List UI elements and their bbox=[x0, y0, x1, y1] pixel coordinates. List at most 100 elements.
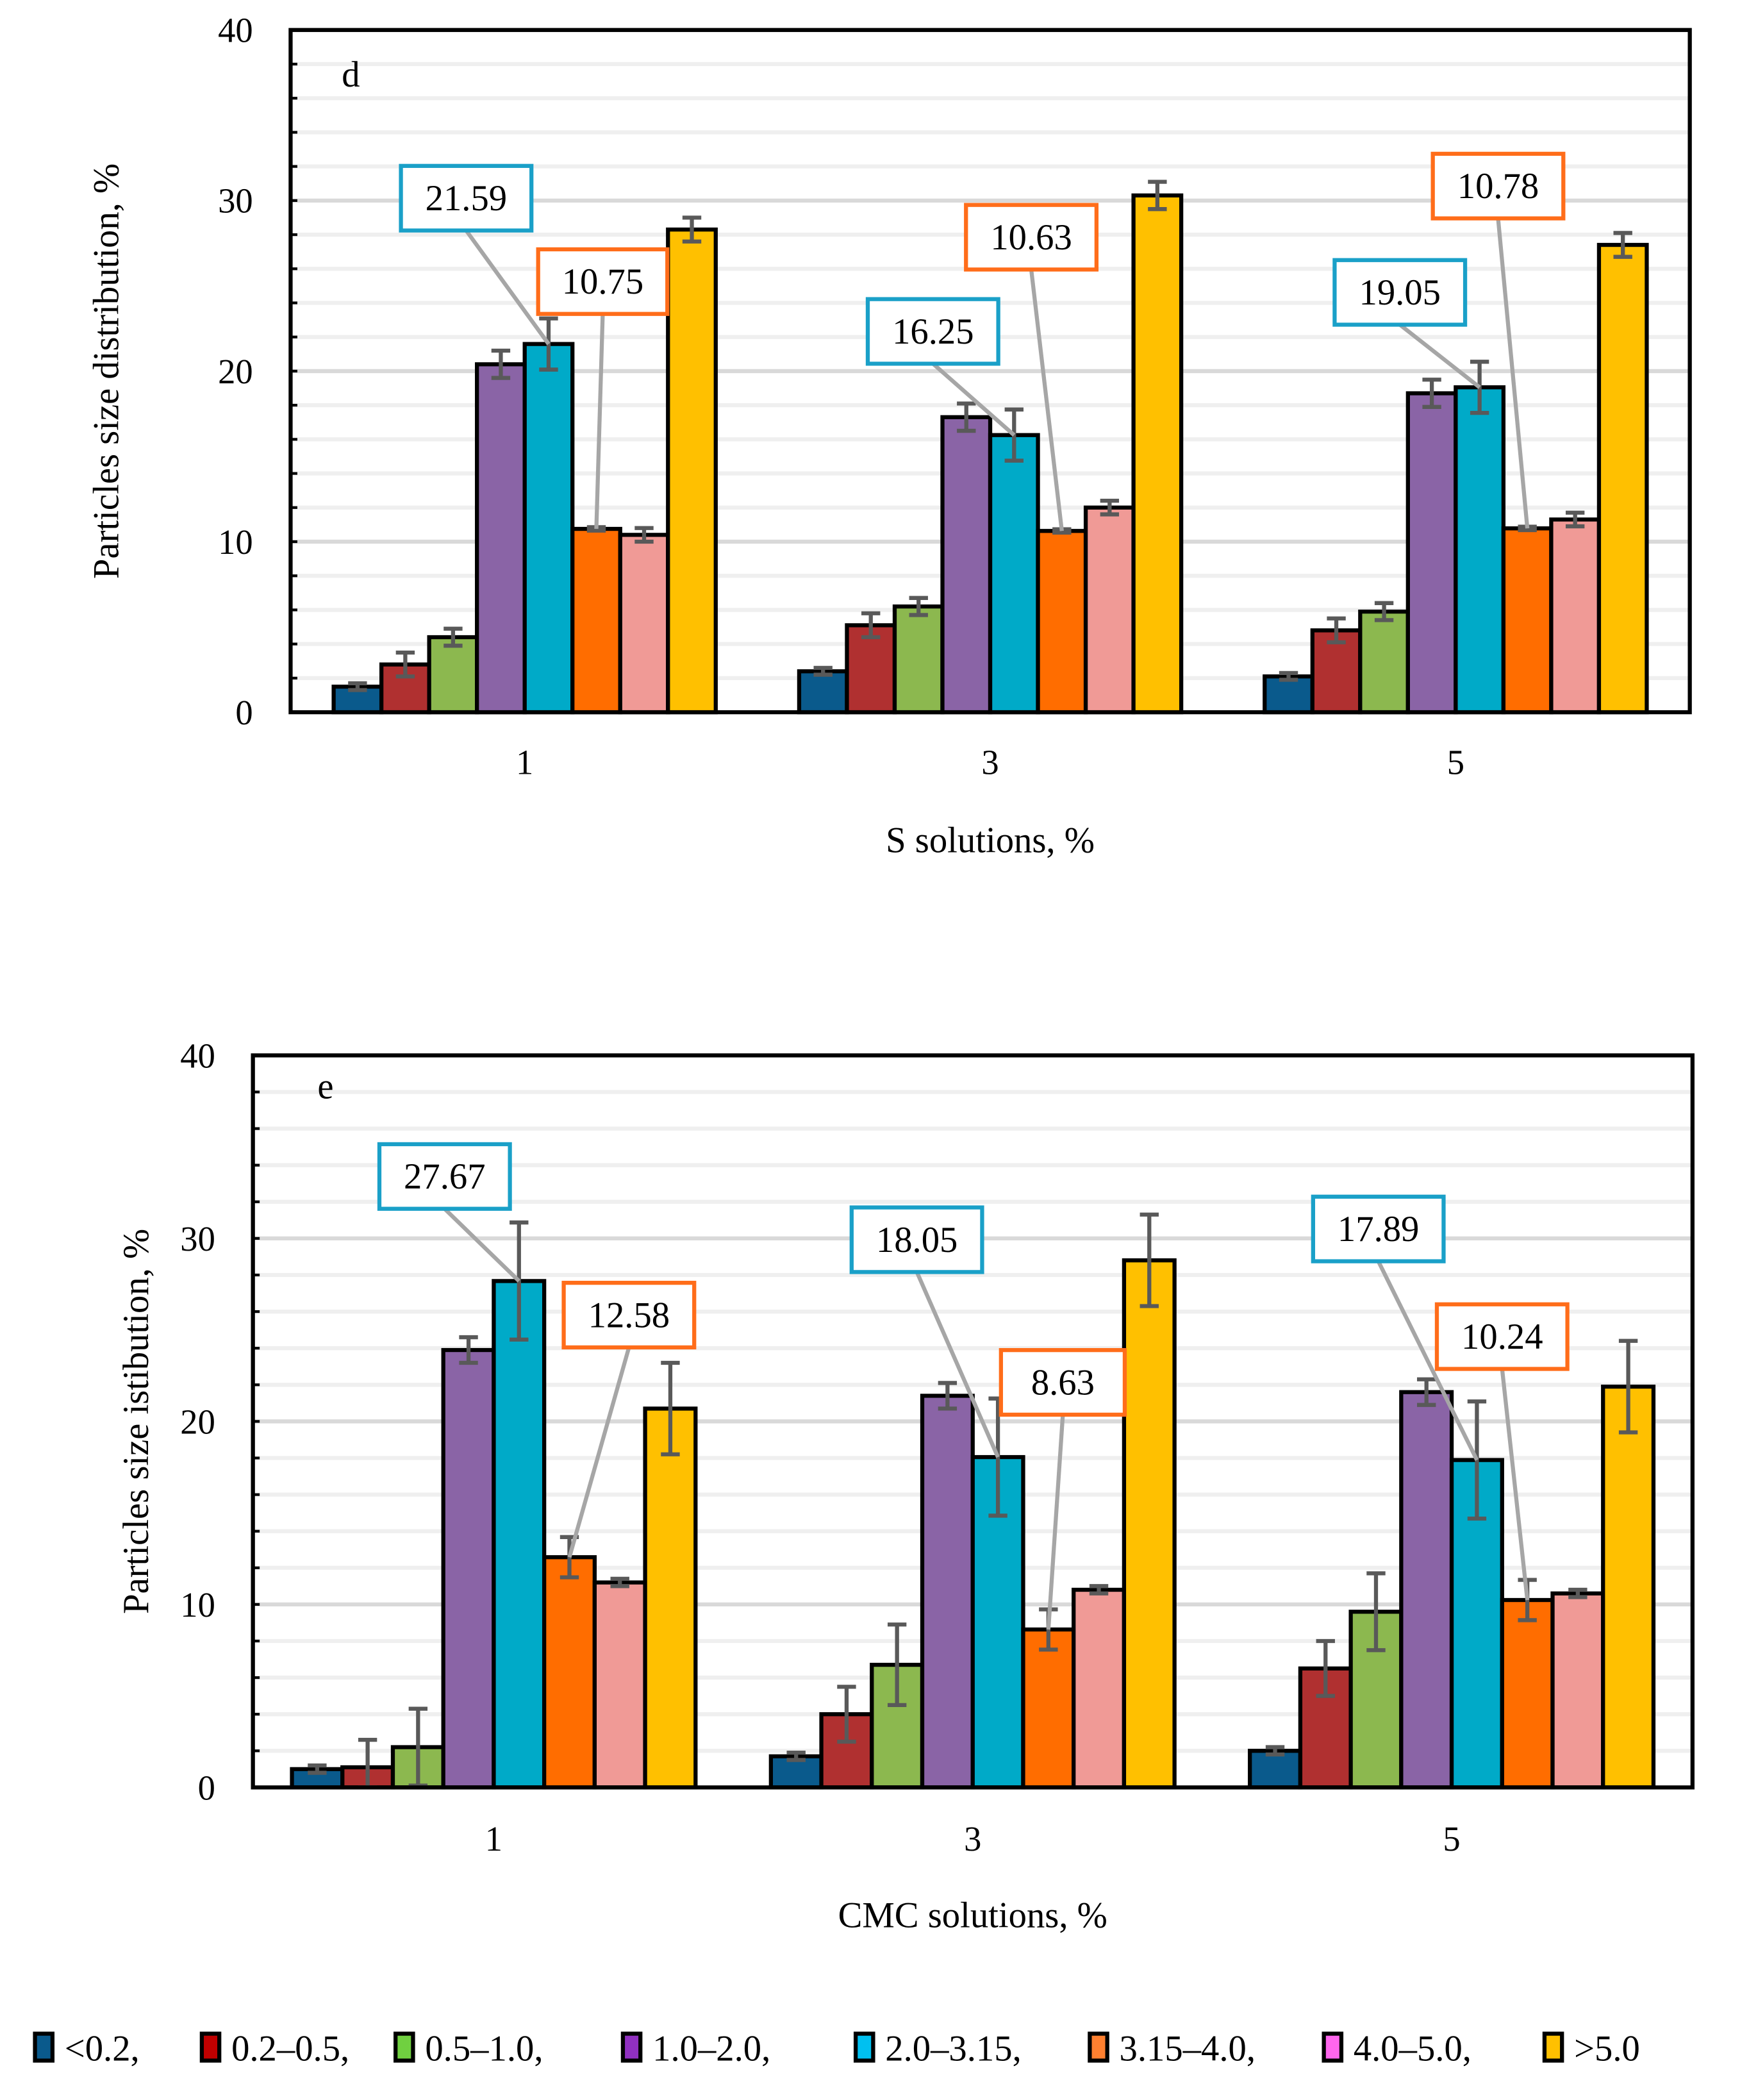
data-label: 16.25 bbox=[892, 312, 974, 352]
x-tick-label: 3 bbox=[981, 743, 999, 782]
callout-leader-line bbox=[1046, 1414, 1065, 1630]
y-tick-label: 20 bbox=[218, 352, 253, 391]
plot-frame bbox=[251, 1053, 1695, 1790]
bar bbox=[1122, 1258, 1177, 1790]
y-tick-label: 20 bbox=[180, 1402, 215, 1441]
data-label: 10.75 bbox=[562, 262, 643, 302]
legend-label: 1.0–2.0, bbox=[652, 2029, 770, 2069]
plot-frame bbox=[288, 28, 1692, 715]
callout-box bbox=[849, 1205, 984, 1274]
bar bbox=[1072, 1587, 1127, 1790]
y-tick-label: 30 bbox=[180, 1219, 215, 1258]
data-label: 21.59 bbox=[426, 179, 507, 219]
bar bbox=[1601, 1384, 1656, 1790]
legend-swatch bbox=[1088, 2031, 1109, 2063]
legend-label: 3.15–4.0, bbox=[1120, 2029, 1256, 2069]
chart-panel-e: 0 10 20 30 40 1 3 5 27.67 12.58 18.05 8.63 17.89 10.2… bbox=[117, 1036, 1695, 1936]
legend-swatch bbox=[199, 2031, 222, 2063]
bar bbox=[618, 533, 670, 715]
data-label: 18.05 bbox=[876, 1221, 957, 1260]
legend-swatch bbox=[394, 2031, 415, 2063]
bar bbox=[427, 635, 479, 715]
bar bbox=[1454, 385, 1506, 715]
bar bbox=[940, 415, 993, 715]
legend-label: 0.2–0.5, bbox=[231, 2029, 349, 2069]
x-tick-label: 5 bbox=[1447, 743, 1464, 782]
legend-label: >5.0 bbox=[1574, 2029, 1640, 2069]
data-label: 27.67 bbox=[404, 1157, 485, 1197]
callout-box bbox=[1332, 258, 1468, 327]
legend-label: 2.0–3.15, bbox=[885, 2029, 1021, 2069]
x-tick-label: 5 bbox=[1443, 1819, 1460, 1858]
bar bbox=[1036, 529, 1088, 715]
bar bbox=[1549, 517, 1602, 715]
bar bbox=[1358, 609, 1410, 715]
callout-box bbox=[964, 203, 1099, 272]
callout-leader-line bbox=[1500, 1369, 1530, 1601]
bar bbox=[643, 1406, 698, 1790]
bar bbox=[592, 1580, 647, 1790]
bar bbox=[892, 604, 945, 715]
chart-panel-d: 0 10 20 30 40 1 3 5 21.59 10.75 16.25 10.63 19.05 10.… bbox=[87, 11, 1692, 860]
callout-leader-line bbox=[594, 313, 605, 529]
bar bbox=[1399, 1390, 1454, 1790]
legend-swatch bbox=[1542, 2031, 1564, 2063]
legend-swatch bbox=[620, 2031, 643, 2063]
callout-box bbox=[999, 1347, 1127, 1417]
bar bbox=[988, 433, 1040, 715]
bar bbox=[920, 1394, 975, 1790]
x-tick-label: 1 bbox=[516, 743, 533, 782]
legend-swatch bbox=[1322, 2031, 1344, 2063]
callout-leader-line bbox=[931, 362, 1016, 437]
x-axis-label: CMC solutions, % bbox=[838, 1896, 1107, 1936]
callout-leader-line bbox=[1029, 269, 1064, 531]
callout-leader-line bbox=[915, 1271, 1000, 1458]
bar bbox=[492, 1279, 547, 1790]
y-tick-label: 40 bbox=[180, 1036, 215, 1075]
callout-leader-line bbox=[464, 229, 551, 346]
y-axis-label: Particles size istibution, % bbox=[117, 1229, 156, 1614]
data-label: 10.24 bbox=[1461, 1317, 1543, 1357]
callout-leader-line bbox=[1496, 218, 1530, 529]
bar bbox=[1405, 391, 1458, 715]
callout-leader-line bbox=[1398, 323, 1481, 389]
panel-label: d bbox=[342, 55, 360, 95]
y-tick-label: 30 bbox=[218, 181, 253, 221]
legend-label: 4.0–5.0, bbox=[1354, 2029, 1471, 2069]
data-label: 10.78 bbox=[1457, 167, 1539, 206]
bar bbox=[666, 227, 718, 715]
y-tick-label: 10 bbox=[218, 522, 253, 562]
legend-label: 0.5–1.0, bbox=[425, 2029, 543, 2069]
callout-box bbox=[377, 1142, 512, 1211]
bar bbox=[542, 1555, 597, 1790]
legend-swatch bbox=[853, 2031, 875, 2063]
bar bbox=[797, 669, 849, 715]
callout-box bbox=[561, 1281, 697, 1350]
x-tick-label: 1 bbox=[485, 1819, 502, 1858]
data-label: 19.05 bbox=[1359, 273, 1441, 313]
callout-box bbox=[399, 163, 534, 233]
bar bbox=[1550, 1591, 1605, 1790]
callout-box bbox=[1430, 151, 1566, 221]
panel-label: e bbox=[317, 1067, 333, 1107]
callout-box bbox=[536, 247, 670, 316]
legend-label: <0.2, bbox=[65, 2029, 140, 2069]
callout-leader-line bbox=[1376, 1260, 1479, 1462]
data-label: 17.89 bbox=[1338, 1210, 1419, 1249]
y-tick-label: 0 bbox=[198, 1768, 215, 1807]
bar bbox=[1501, 526, 1554, 715]
bar bbox=[1596, 242, 1649, 715]
y-tick-label: 0 bbox=[235, 693, 253, 732]
data-label: 12.58 bbox=[588, 1296, 670, 1335]
bar bbox=[1021, 1627, 1076, 1790]
callout-box bbox=[865, 297, 1000, 366]
bar bbox=[475, 362, 527, 715]
callout-leader-line bbox=[443, 1207, 520, 1283]
bar bbox=[570, 526, 622, 715]
callout-box bbox=[1434, 1302, 1570, 1371]
y-tick-label: 10 bbox=[180, 1585, 215, 1624]
callout-box bbox=[1311, 1194, 1446, 1263]
x-tick-label: 3 bbox=[964, 1819, 981, 1858]
y-axis-label: Particles size distribution, % bbox=[87, 163, 127, 579]
